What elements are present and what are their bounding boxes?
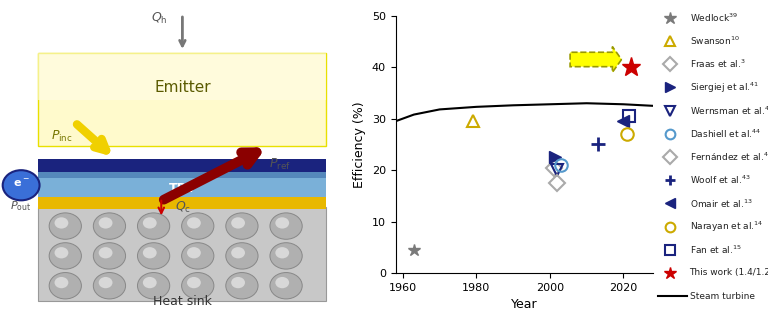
Circle shape xyxy=(49,213,81,239)
Circle shape xyxy=(181,243,214,269)
Text: Fraas et al.$^{3}$: Fraas et al.$^{3}$ xyxy=(690,58,745,70)
X-axis label: Year: Year xyxy=(511,299,538,311)
Circle shape xyxy=(55,277,68,288)
Circle shape xyxy=(49,243,81,269)
Text: Emitter: Emitter xyxy=(154,80,210,95)
Text: Fernández et al.$^{40}$: Fernández et al.$^{40}$ xyxy=(690,151,768,163)
Text: This work (1.4/1.2 eV): This work (1.4/1.2 eV) xyxy=(690,268,768,278)
Text: Siergiej et al.$^{41}$: Siergiej et al.$^{41}$ xyxy=(690,80,759,95)
Text: Wernsman et al.$^{42}$: Wernsman et al.$^{42}$ xyxy=(690,105,768,117)
Circle shape xyxy=(231,247,245,258)
Circle shape xyxy=(55,217,68,229)
Circle shape xyxy=(55,247,68,258)
Circle shape xyxy=(137,243,170,269)
Circle shape xyxy=(276,217,290,229)
Text: Narayan et al.$^{14}$: Narayan et al.$^{14}$ xyxy=(690,219,763,234)
Circle shape xyxy=(94,243,126,269)
Circle shape xyxy=(137,213,170,239)
Circle shape xyxy=(94,213,126,239)
Circle shape xyxy=(181,213,214,239)
Text: Heat sink: Heat sink xyxy=(153,295,212,308)
Text: Swanson$^{10}$: Swanson$^{10}$ xyxy=(690,35,740,47)
Circle shape xyxy=(143,247,157,258)
Circle shape xyxy=(231,277,245,288)
FancyBboxPatch shape xyxy=(38,53,326,100)
FancyBboxPatch shape xyxy=(38,172,326,178)
Text: $P_\mathrm{inc}$: $P_\mathrm{inc}$ xyxy=(51,129,73,144)
FancyBboxPatch shape xyxy=(38,207,326,301)
Circle shape xyxy=(187,277,201,288)
Y-axis label: Efficiency (%): Efficiency (%) xyxy=(353,101,366,188)
Circle shape xyxy=(226,243,258,269)
FancyBboxPatch shape xyxy=(38,159,326,172)
Text: $P_\mathrm{out}$: $P_\mathrm{out}$ xyxy=(11,199,31,213)
Circle shape xyxy=(276,277,290,288)
Text: Steam turbine: Steam turbine xyxy=(690,292,754,300)
Circle shape xyxy=(187,217,201,229)
FancyBboxPatch shape xyxy=(38,53,326,146)
FancyArrow shape xyxy=(570,46,621,72)
FancyBboxPatch shape xyxy=(38,197,326,209)
Circle shape xyxy=(270,243,303,269)
Text: e$^-$: e$^-$ xyxy=(13,178,29,189)
Circle shape xyxy=(98,217,112,229)
Circle shape xyxy=(98,247,112,258)
Circle shape xyxy=(276,247,290,258)
Circle shape xyxy=(270,273,303,299)
Text: Omair et al.$^{13}$: Omair et al.$^{13}$ xyxy=(690,197,753,209)
Circle shape xyxy=(94,273,126,299)
Circle shape xyxy=(226,273,258,299)
Circle shape xyxy=(226,213,258,239)
Circle shape xyxy=(231,217,245,229)
Text: Woolf et al.$^{43}$: Woolf et al.$^{43}$ xyxy=(690,174,750,187)
Circle shape xyxy=(49,273,81,299)
Text: Fan et al.$^{15}$: Fan et al.$^{15}$ xyxy=(690,244,741,256)
Text: Wedlock$^{39}$: Wedlock$^{39}$ xyxy=(690,12,737,24)
Circle shape xyxy=(270,213,303,239)
Text: $P_\mathrm{ref}$: $P_\mathrm{ref}$ xyxy=(269,157,290,172)
Text: TPV: TPV xyxy=(169,182,196,195)
FancyBboxPatch shape xyxy=(38,178,326,197)
Circle shape xyxy=(181,273,214,299)
Circle shape xyxy=(2,170,40,200)
Text: $Q_\mathrm{h}$: $Q_\mathrm{h}$ xyxy=(151,11,167,26)
Circle shape xyxy=(137,273,170,299)
Circle shape xyxy=(98,277,112,288)
Text: $Q_\mathrm{c}$: $Q_\mathrm{c}$ xyxy=(174,200,190,215)
Circle shape xyxy=(187,247,201,258)
Text: Dashiell et al.$^{44}$: Dashiell et al.$^{44}$ xyxy=(690,127,761,140)
Circle shape xyxy=(143,277,157,288)
Circle shape xyxy=(143,217,157,229)
